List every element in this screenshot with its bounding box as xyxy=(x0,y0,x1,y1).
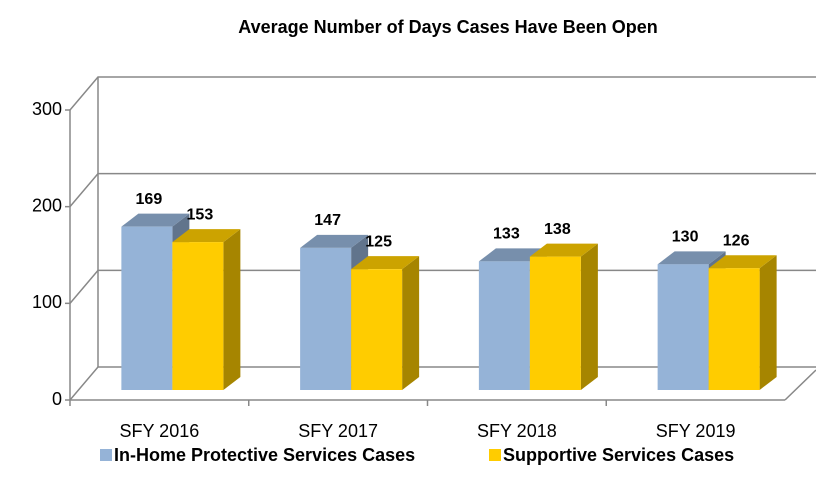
bar-side xyxy=(580,243,598,390)
bar xyxy=(478,261,530,390)
value-label: 126 xyxy=(723,232,750,249)
y-tick-label: 200 xyxy=(32,195,62,215)
bar-top xyxy=(351,256,420,270)
bar-side xyxy=(759,255,777,390)
value-label: 147 xyxy=(314,212,341,229)
bar-top xyxy=(708,255,777,269)
bar xyxy=(300,247,352,390)
grid-line xyxy=(69,172,816,208)
bar-side xyxy=(402,256,420,390)
bar xyxy=(351,269,403,390)
y-tick-label: 0 xyxy=(52,389,62,409)
bar-top xyxy=(121,213,190,227)
value-label: 169 xyxy=(136,191,163,208)
value-label: 153 xyxy=(187,206,214,223)
x-tick-label: SFY 2016 xyxy=(120,421,200,441)
bar-top xyxy=(300,234,369,248)
bar xyxy=(657,264,709,390)
bar xyxy=(121,226,173,390)
bar-side xyxy=(223,229,241,390)
legend-label: In-Home Protective Services Cases xyxy=(114,445,415,465)
value-label: 130 xyxy=(672,229,699,246)
grid-line xyxy=(69,76,816,111)
bar xyxy=(529,256,581,390)
bar-top xyxy=(657,251,726,265)
legend-label: Supportive Services Cases xyxy=(503,445,734,465)
y-tick-label: 100 xyxy=(32,292,62,312)
value-label: 138 xyxy=(544,221,571,238)
bar-top xyxy=(172,229,241,243)
x-tick-label: SFY 2017 xyxy=(298,421,378,441)
bar xyxy=(708,268,760,390)
x-tick-label: SFY 2018 xyxy=(477,421,557,441)
floor-right xyxy=(784,369,816,401)
chart-title: Average Number of Days Cases Have Been O… xyxy=(238,17,658,37)
bar-top xyxy=(529,243,598,257)
value-label: 133 xyxy=(493,226,520,243)
value-label: 125 xyxy=(365,233,392,250)
bar xyxy=(172,242,224,390)
legend-swatch xyxy=(100,449,112,461)
y-tick-label: 300 xyxy=(32,99,62,119)
legend-swatch xyxy=(489,449,501,461)
x-tick-label: SFY 2019 xyxy=(656,421,736,441)
